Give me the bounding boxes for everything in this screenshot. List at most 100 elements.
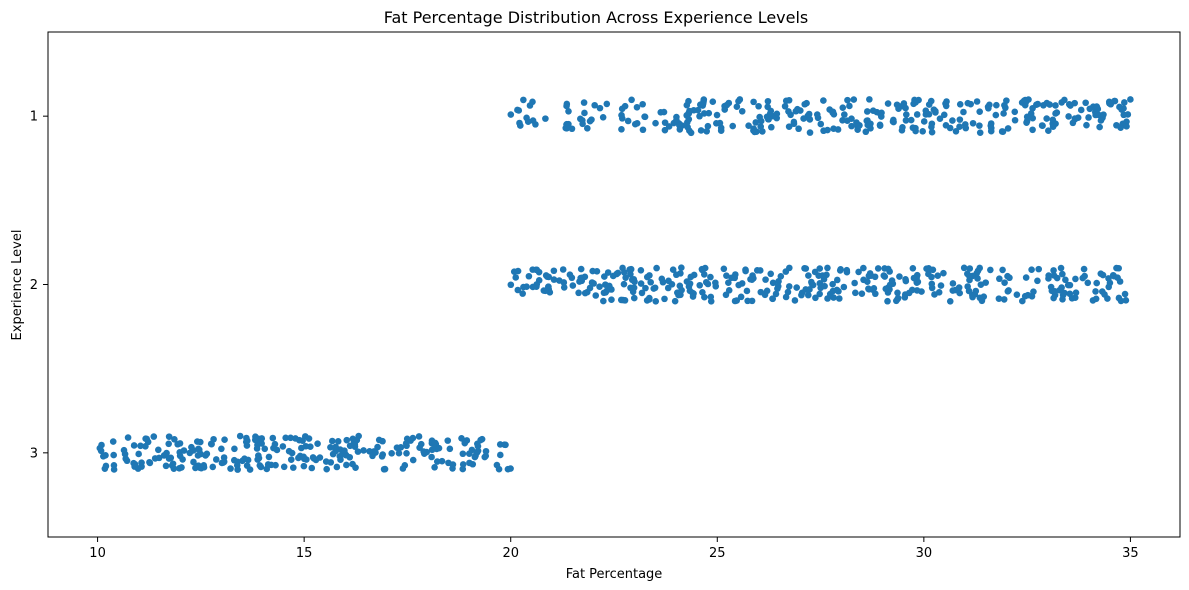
data-point [802,265,810,272]
data-point [683,112,690,119]
data-point [1121,99,1128,106]
data-point [729,122,737,130]
data-point [120,446,128,454]
data-point [343,436,351,444]
data-point [620,280,628,288]
x-tick-label: 30 [916,546,933,561]
data-point [878,109,885,117]
data-point [1004,125,1012,132]
data-point [618,126,625,133]
data-point [1052,110,1059,117]
data-point [510,268,518,275]
data-point [1100,111,1107,118]
data-point [731,274,739,282]
data-point [928,128,936,136]
data-point [435,444,443,452]
data-point [343,461,350,469]
data-point [1057,264,1065,272]
data-point [867,120,874,128]
data-point [308,464,316,472]
x-tick-label: 10 [89,546,106,561]
data-point [110,461,118,469]
data-point [650,285,658,292]
data-point [624,117,632,125]
data-point [639,126,647,134]
data-point [992,111,1000,119]
data-point [769,279,777,287]
data-point [433,458,441,465]
data-point [265,453,273,461]
data-point [1035,265,1043,273]
data-point [1011,116,1019,124]
data-point [1033,101,1040,108]
data-point [805,110,813,118]
data-point [652,298,660,305]
data-point [130,442,138,449]
data-point [501,441,508,448]
data-point [420,448,427,455]
data-point [1083,121,1090,129]
data-point [892,297,900,305]
data-point [704,280,712,288]
data-point [920,118,928,125]
data-point [493,461,501,469]
data-point [974,267,982,275]
data-point [563,125,571,132]
data-point [1072,275,1079,283]
data-point [884,100,892,107]
data-point [801,100,809,108]
data-point [863,108,871,115]
data-point [752,119,760,126]
data-point [664,284,672,292]
data-point [542,287,549,295]
data-point [999,128,1007,135]
data-point [913,111,921,118]
data-point [844,96,851,104]
data-point [781,102,789,110]
data-point [415,433,423,440]
data-point [707,273,714,281]
data-point [1023,117,1031,125]
data-point [409,456,417,464]
data-point [676,282,684,290]
data-point [560,284,568,291]
data-point [816,290,823,298]
data-point [987,127,995,135]
data-point [642,284,649,292]
data-point [599,114,607,121]
data-point [550,276,558,283]
data-point [742,267,749,275]
data-point [689,293,697,300]
data-point [323,465,330,473]
data-point [100,452,107,460]
data-point [864,278,871,285]
data-point [816,265,824,272]
data-point [1047,283,1055,291]
data-point [1038,122,1046,129]
y-axis-label: Experience Level [10,230,25,341]
data-point [869,107,877,114]
data-point [621,102,629,110]
data-point [580,99,588,106]
data-point [725,279,732,286]
data-point [756,113,763,121]
data-point [987,266,994,274]
data-point [696,281,704,289]
data-point [212,456,220,463]
data-point [839,104,847,111]
data-point [1065,113,1072,120]
data-point [461,439,469,447]
data-point [431,464,438,471]
data-point [600,289,608,297]
data-point [1004,288,1012,295]
data-point [903,111,910,118]
data-point [507,111,515,118]
data-point [621,297,629,304]
data-point [785,96,793,104]
data-point [444,437,452,444]
data-point [756,267,764,274]
data-point [712,282,720,290]
data-point [525,272,533,280]
data-point [519,290,526,297]
data-point [1093,279,1100,287]
